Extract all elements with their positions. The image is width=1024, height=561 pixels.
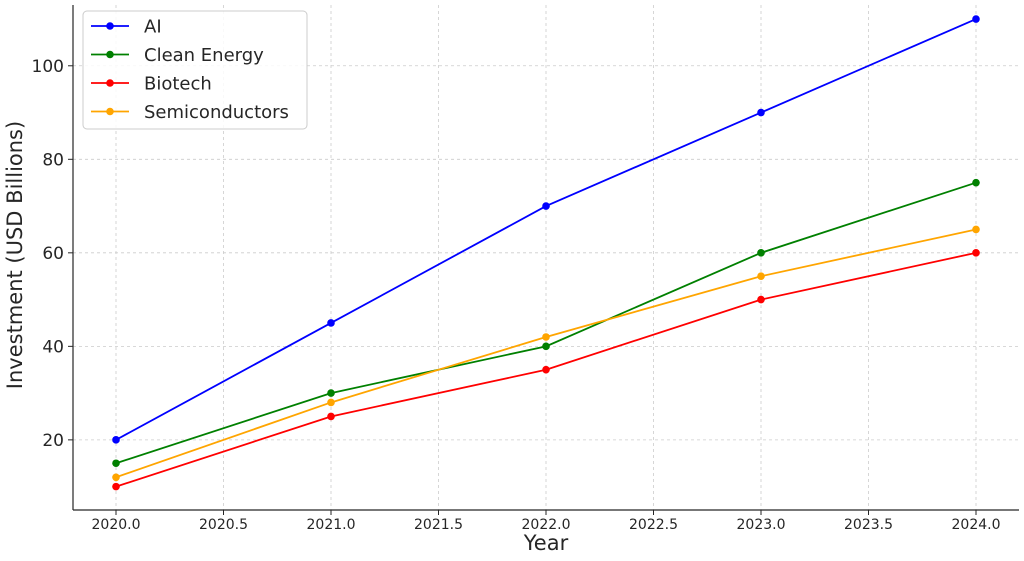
data-point: [327, 398, 335, 407]
data-point: [757, 295, 765, 304]
tick-labels: 2020.0 2020.5 2021.0 2021.5 2022.0 2022.5 2023…: [32, 57, 1001, 533]
series-semiconductors: [112, 225, 980, 482]
legend-label: Biotech: [144, 74, 212, 95]
data-point: [327, 389, 335, 397]
data-point: [327, 412, 335, 421]
legend: AI Clean Energy Biotech Semiconductors: [82, 10, 308, 130]
data-point: [112, 482, 120, 491]
y-tick-label: 40: [42, 337, 64, 357]
y-tick-label: 20: [42, 431, 64, 451]
legend-marker: [106, 50, 114, 59]
legend-item: Semiconductors: [91, 102, 289, 123]
x-tick-label: 2022.5: [629, 517, 678, 533]
legend-marker: [106, 79, 114, 87]
legend-item: Clean Energy: [91, 45, 264, 66]
data-point: [757, 108, 765, 117]
x-tick-label: 2023.5: [844, 517, 893, 533]
legend-box: [82, 10, 308, 130]
series-clean-energy: [112, 178, 980, 468]
data-point: [972, 15, 980, 23]
data-point: [542, 202, 550, 210]
legend-label: Clean Energy: [144, 45, 264, 66]
axes: [68, 5, 1019, 515]
data-point: [542, 365, 550, 374]
legend-marker: [106, 107, 114, 116]
legend-label: Semiconductors: [144, 102, 289, 123]
data-point: [112, 473, 120, 482]
x-axis-label: Year: [523, 531, 569, 555]
data-point: [757, 249, 765, 257]
x-tick-label: 2021.0: [307, 517, 356, 533]
data-point: [112, 436, 120, 444]
data-point: [542, 333, 550, 341]
data-point: [972, 249, 980, 257]
data-point: [972, 178, 980, 187]
y-tick-label: 60: [42, 244, 64, 264]
x-tick-label: 2024.0: [952, 517, 1001, 533]
y-tick-label: 80: [42, 150, 64, 170]
series-biotech: [112, 249, 980, 491]
x-tick-label: 2022.0: [522, 517, 571, 533]
x-tick-label: 2020.5: [199, 517, 248, 533]
x-tick-label: 2021.5: [414, 517, 463, 533]
x-tick-label: 2020.0: [92, 517, 141, 533]
x-tick-label: 2023.0: [737, 517, 786, 533]
series-ai: [112, 15, 980, 444]
legend-marker: [106, 22, 114, 30]
data-point: [542, 342, 550, 351]
legend-item: Biotech: [91, 74, 212, 95]
legend-item: AI: [91, 17, 162, 38]
legend-label: AI: [144, 17, 162, 38]
data-point: [327, 319, 335, 327]
data-point: [112, 459, 120, 468]
y-axis-label: Investment (USD Billions): [3, 121, 27, 389]
series-lines: [112, 15, 980, 491]
y-tick-label: 100: [32, 57, 64, 77]
data-point: [757, 272, 765, 281]
data-point: [972, 225, 980, 234]
